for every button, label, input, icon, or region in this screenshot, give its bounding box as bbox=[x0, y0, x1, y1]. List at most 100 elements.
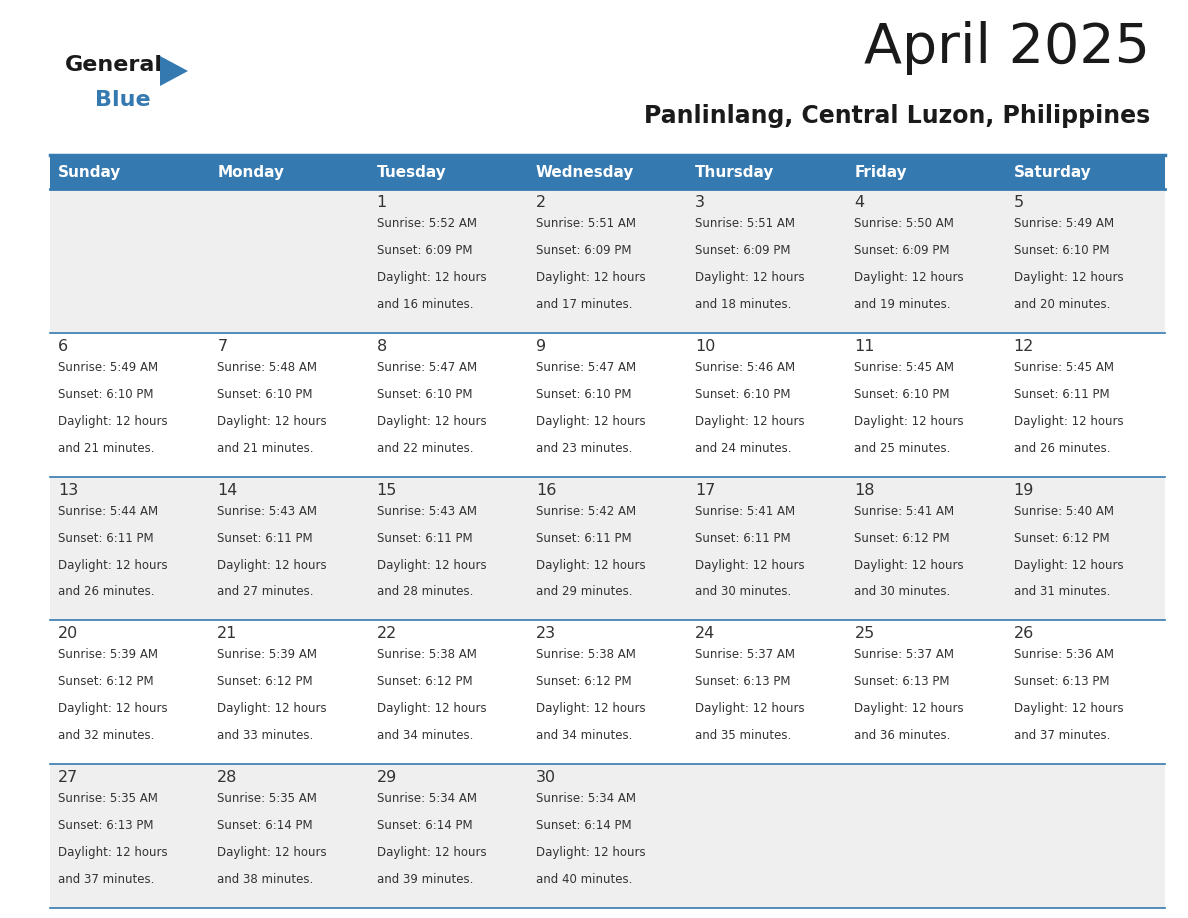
Bar bbox=[1006, 764, 1165, 908]
Text: and 17 minutes.: and 17 minutes. bbox=[536, 297, 632, 311]
Bar bbox=[368, 476, 527, 621]
Text: and 38 minutes.: and 38 minutes. bbox=[217, 873, 314, 886]
Text: Daylight: 12 hours: Daylight: 12 hours bbox=[377, 558, 486, 572]
Text: and 33 minutes.: and 33 minutes. bbox=[217, 729, 314, 743]
Text: Daylight: 12 hours: Daylight: 12 hours bbox=[854, 415, 963, 428]
Text: 15: 15 bbox=[377, 483, 397, 498]
Bar bbox=[527, 764, 687, 908]
Text: Sunset: 6:12 PM: Sunset: 6:12 PM bbox=[1013, 532, 1110, 544]
Text: Daylight: 12 hours: Daylight: 12 hours bbox=[58, 846, 168, 859]
Text: and 23 minutes.: and 23 minutes. bbox=[536, 442, 632, 454]
Text: Sunrise: 5:43 AM: Sunrise: 5:43 AM bbox=[217, 505, 317, 518]
Text: Friday: Friday bbox=[854, 164, 908, 180]
Text: 20: 20 bbox=[58, 626, 78, 642]
Text: Sunset: 6:10 PM: Sunset: 6:10 PM bbox=[854, 387, 950, 401]
Text: Daylight: 12 hours: Daylight: 12 hours bbox=[536, 271, 645, 284]
Text: 8: 8 bbox=[377, 339, 387, 353]
Text: 11: 11 bbox=[854, 339, 874, 353]
Text: 6: 6 bbox=[58, 339, 68, 353]
Text: Thursday: Thursday bbox=[695, 164, 775, 180]
Bar bbox=[209, 621, 368, 764]
Text: Saturday: Saturday bbox=[1013, 164, 1092, 180]
Text: Sunrise: 5:49 AM: Sunrise: 5:49 AM bbox=[58, 361, 158, 374]
Bar bbox=[846, 333, 1006, 476]
Text: and 37 minutes.: and 37 minutes. bbox=[58, 873, 154, 886]
Text: and 32 minutes.: and 32 minutes. bbox=[58, 729, 154, 743]
Text: Daylight: 12 hours: Daylight: 12 hours bbox=[217, 558, 327, 572]
Text: Sunrise: 5:50 AM: Sunrise: 5:50 AM bbox=[854, 217, 954, 230]
Bar bbox=[527, 155, 687, 189]
Text: 28: 28 bbox=[217, 770, 238, 785]
Text: Sunrise: 5:46 AM: Sunrise: 5:46 AM bbox=[695, 361, 795, 374]
Text: Sunset: 6:10 PM: Sunset: 6:10 PM bbox=[217, 387, 312, 401]
Text: Daylight: 12 hours: Daylight: 12 hours bbox=[536, 846, 645, 859]
Text: 10: 10 bbox=[695, 339, 715, 353]
Bar bbox=[50, 476, 209, 621]
Text: and 16 minutes.: and 16 minutes. bbox=[377, 297, 473, 311]
Text: Monday: Monday bbox=[217, 164, 284, 180]
Text: 5: 5 bbox=[1013, 195, 1024, 210]
Text: 18: 18 bbox=[854, 483, 874, 498]
Text: Sunset: 6:10 PM: Sunset: 6:10 PM bbox=[377, 387, 472, 401]
Text: Sunset: 6:14 PM: Sunset: 6:14 PM bbox=[536, 819, 632, 832]
Text: 12: 12 bbox=[1013, 339, 1034, 353]
Text: Sunset: 6:14 PM: Sunset: 6:14 PM bbox=[377, 819, 472, 832]
Text: and 26 minutes.: and 26 minutes. bbox=[58, 586, 154, 599]
Text: Daylight: 12 hours: Daylight: 12 hours bbox=[536, 558, 645, 572]
Text: Blue: Blue bbox=[95, 90, 151, 110]
Text: Daylight: 12 hours: Daylight: 12 hours bbox=[1013, 558, 1124, 572]
Text: Daylight: 12 hours: Daylight: 12 hours bbox=[58, 702, 168, 715]
Text: 27: 27 bbox=[58, 770, 78, 785]
Polygon shape bbox=[160, 56, 188, 86]
Text: 22: 22 bbox=[377, 626, 397, 642]
Text: Sunset: 6:09 PM: Sunset: 6:09 PM bbox=[377, 244, 472, 257]
Text: Panlinlang, Central Luzon, Philippines: Panlinlang, Central Luzon, Philippines bbox=[644, 104, 1150, 128]
Text: Daylight: 12 hours: Daylight: 12 hours bbox=[58, 415, 168, 428]
Text: April 2025: April 2025 bbox=[864, 21, 1150, 75]
Text: Tuesday: Tuesday bbox=[377, 164, 447, 180]
Bar bbox=[209, 155, 368, 189]
Text: Sunrise: 5:36 AM: Sunrise: 5:36 AM bbox=[1013, 648, 1113, 661]
Bar bbox=[1006, 621, 1165, 764]
Text: Daylight: 12 hours: Daylight: 12 hours bbox=[854, 271, 963, 284]
Text: Daylight: 12 hours: Daylight: 12 hours bbox=[377, 415, 486, 428]
Text: Daylight: 12 hours: Daylight: 12 hours bbox=[1013, 415, 1124, 428]
Text: and 40 minutes.: and 40 minutes. bbox=[536, 873, 632, 886]
Text: and 36 minutes.: and 36 minutes. bbox=[854, 729, 950, 743]
Text: and 19 minutes.: and 19 minutes. bbox=[854, 297, 950, 311]
Text: Sunrise: 5:45 AM: Sunrise: 5:45 AM bbox=[1013, 361, 1113, 374]
Text: 23: 23 bbox=[536, 626, 556, 642]
Bar bbox=[368, 333, 527, 476]
Text: Sunset: 6:14 PM: Sunset: 6:14 PM bbox=[217, 819, 312, 832]
Text: and 34 minutes.: and 34 minutes. bbox=[536, 729, 632, 743]
Text: Daylight: 12 hours: Daylight: 12 hours bbox=[536, 702, 645, 715]
Text: Sunrise: 5:43 AM: Sunrise: 5:43 AM bbox=[377, 505, 476, 518]
Text: and 29 minutes.: and 29 minutes. bbox=[536, 586, 632, 599]
Text: Sunset: 6:10 PM: Sunset: 6:10 PM bbox=[1013, 244, 1110, 257]
Text: 4: 4 bbox=[854, 195, 865, 210]
Text: and 37 minutes.: and 37 minutes. bbox=[1013, 729, 1110, 743]
Text: 29: 29 bbox=[377, 770, 397, 785]
Text: and 22 minutes.: and 22 minutes. bbox=[377, 442, 473, 454]
Text: Sunrise: 5:44 AM: Sunrise: 5:44 AM bbox=[58, 505, 158, 518]
Text: Sunset: 6:09 PM: Sunset: 6:09 PM bbox=[854, 244, 950, 257]
Text: Daylight: 12 hours: Daylight: 12 hours bbox=[854, 558, 963, 572]
Text: 14: 14 bbox=[217, 483, 238, 498]
Text: Sunset: 6:11 PM: Sunset: 6:11 PM bbox=[1013, 387, 1110, 401]
Text: Sunrise: 5:37 AM: Sunrise: 5:37 AM bbox=[854, 648, 954, 661]
Bar bbox=[209, 189, 368, 333]
Text: and 18 minutes.: and 18 minutes. bbox=[695, 297, 791, 311]
Text: Sunset: 6:09 PM: Sunset: 6:09 PM bbox=[695, 244, 791, 257]
Bar bbox=[368, 621, 527, 764]
Text: Sunset: 6:10 PM: Sunset: 6:10 PM bbox=[695, 387, 791, 401]
Text: Sunset: 6:12 PM: Sunset: 6:12 PM bbox=[536, 676, 632, 688]
Text: and 31 minutes.: and 31 minutes. bbox=[1013, 586, 1110, 599]
Text: Daylight: 12 hours: Daylight: 12 hours bbox=[217, 415, 327, 428]
Text: and 35 minutes.: and 35 minutes. bbox=[695, 729, 791, 743]
Text: Sunrise: 5:38 AM: Sunrise: 5:38 AM bbox=[536, 648, 636, 661]
Bar bbox=[687, 189, 846, 333]
Text: 17: 17 bbox=[695, 483, 715, 498]
Text: Daylight: 12 hours: Daylight: 12 hours bbox=[58, 558, 168, 572]
Text: Sunrise: 5:34 AM: Sunrise: 5:34 AM bbox=[377, 792, 476, 805]
Text: Daylight: 12 hours: Daylight: 12 hours bbox=[854, 702, 963, 715]
